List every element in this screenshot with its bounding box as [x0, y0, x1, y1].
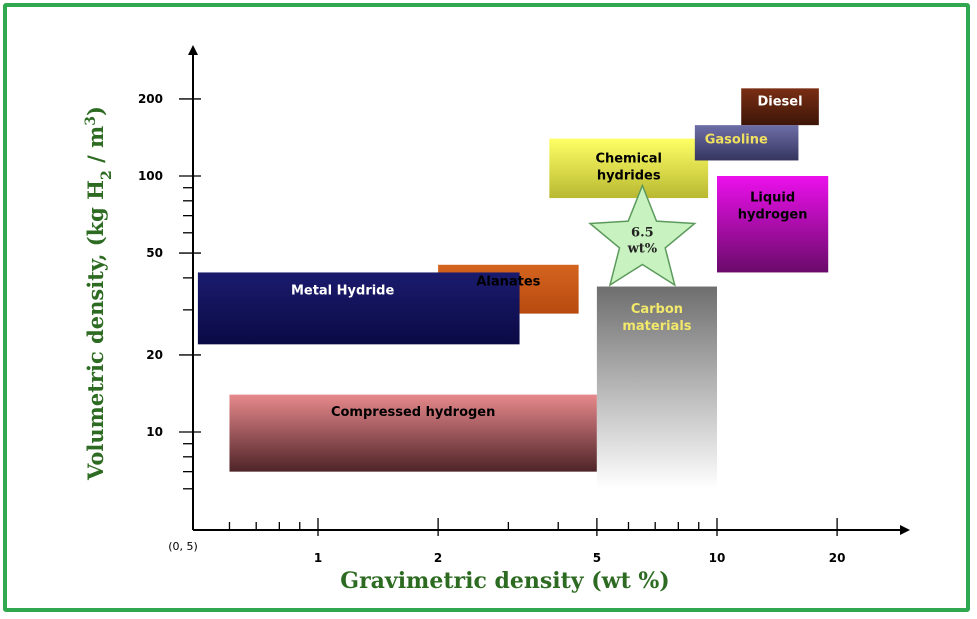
y-axis-arrow [188, 45, 198, 55]
region-label-liquid-hydrogen: Liquid hydrogen [738, 190, 808, 222]
x-tick-label: 2 [434, 551, 442, 565]
region-carbon-materials [596, 286, 717, 489]
region-label-diesel: Diesel [757, 94, 802, 109]
region-label-chemical-hydrides: Chemical hydrides [595, 151, 662, 183]
region-label-compressed-hydrogen: Compressed hydrogen [331, 405, 495, 420]
y-tick-label: 10 [146, 425, 163, 439]
labels-layer: Compressed hydrogen Carbon materials Alanat… [291, 94, 808, 420]
annotation-star [588, 183, 697, 287]
x-tick-label: 10 [709, 551, 726, 565]
x-axis-arrow [900, 525, 910, 535]
region-gasoline [694, 125, 799, 161]
chart-frame [3, 3, 970, 612]
x-axis-title: Gravimetric density (wt %) [340, 568, 669, 594]
region-label-alanates: Alanates [476, 274, 540, 289]
region-label-carbon-materials: Carbon materials [622, 302, 691, 334]
y-tick-label: 20 [146, 348, 163, 362]
annotation-text: 6.5 wt% [627, 225, 658, 256]
y-tick-label: 50 [146, 246, 163, 260]
origin-label: (0, 5) [168, 540, 198, 553]
y-axis-title: Volumetric density, (kg H2 / m3) [83, 106, 115, 481]
y-tick-label: 200 [138, 92, 163, 106]
axes-layer: 1 2 5 10 20 10 20 50 100 200 (0, 5) Gravimetric den… [83, 45, 910, 594]
region-liquid-hydrogen [717, 176, 829, 273]
region-metal-hydride [197, 272, 520, 345]
region-label-metal-hydride: Metal Hydride [291, 283, 395, 298]
x-tick-label: 1 [314, 551, 322, 565]
x-tick-label: 20 [829, 551, 846, 565]
x-tick-label: 5 [593, 551, 601, 565]
regions-layer [197, 88, 829, 489]
region-chemical-hydrides [549, 138, 709, 199]
region-compressed-hydrogen [229, 394, 597, 472]
region-diesel [741, 88, 819, 126]
y-tick-label: 100 [138, 169, 163, 183]
region-label-gasoline: Gasoline [705, 133, 768, 148]
